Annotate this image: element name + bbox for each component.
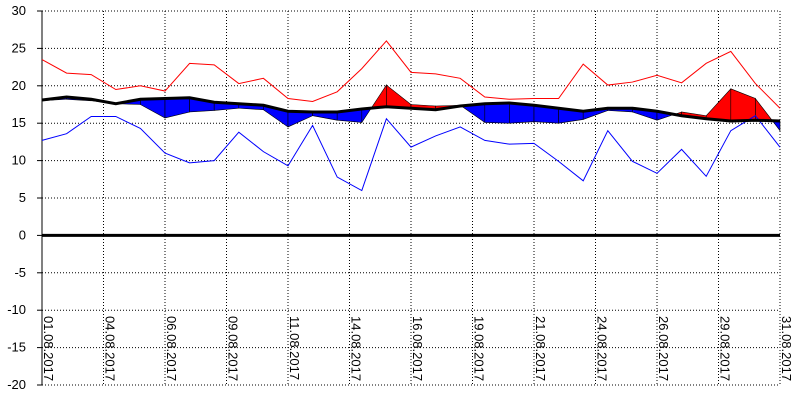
x-tick-label: 11.08.2017	[287, 316, 302, 380]
anomaly-area	[730, 88, 756, 122]
y-tick-label: -15	[7, 340, 26, 355]
y-tick-label: 5	[19, 190, 26, 205]
x-tick-label: 29.08.2017	[718, 316, 733, 381]
x-tick-label: 26.08.2017	[656, 316, 671, 381]
y-tick-label: 10	[12, 153, 26, 168]
x-tick-label: 04.08.2017	[103, 316, 118, 381]
y-tick-label: 15	[12, 115, 26, 130]
x-tick-label: 14.08.2017	[349, 316, 364, 381]
x-tick-label: 31.08.2017	[779, 316, 794, 381]
x-tick-label: 01.08.2017	[41, 316, 56, 381]
x-tick-label: 21.08.2017	[533, 316, 548, 381]
y-tick-label: 30	[12, 3, 26, 18]
series-line	[41, 95, 781, 123]
anomaly-area	[755, 97, 774, 122]
anomaly-area	[484, 102, 510, 124]
y-tick-label: 20	[12, 78, 26, 93]
x-tick-label: 24.08.2017	[595, 316, 610, 381]
y-tick-label: -10	[7, 302, 26, 317]
x-tick-label: 16.08.2017	[410, 316, 425, 381]
x-tick-label: 19.08.2017	[472, 316, 487, 381]
x-tick-label: 06.08.2017	[164, 316, 179, 381]
series-line	[41, 115, 781, 192]
series-line	[41, 40, 781, 109]
y-tick-label: -20	[7, 377, 26, 392]
anomaly-area	[705, 88, 732, 122]
anomaly-area	[370, 84, 387, 109]
x-tick-label: 09.08.2017	[226, 316, 241, 381]
y-tick-label: -5	[14, 265, 26, 280]
anomaly-area	[386, 84, 412, 109]
anomaly-area	[287, 110, 313, 128]
y-tick-label: 0	[19, 227, 26, 242]
y-tick-label: 25	[12, 40, 26, 55]
anomaly-area	[140, 98, 166, 119]
anomaly-area	[164, 97, 190, 119]
